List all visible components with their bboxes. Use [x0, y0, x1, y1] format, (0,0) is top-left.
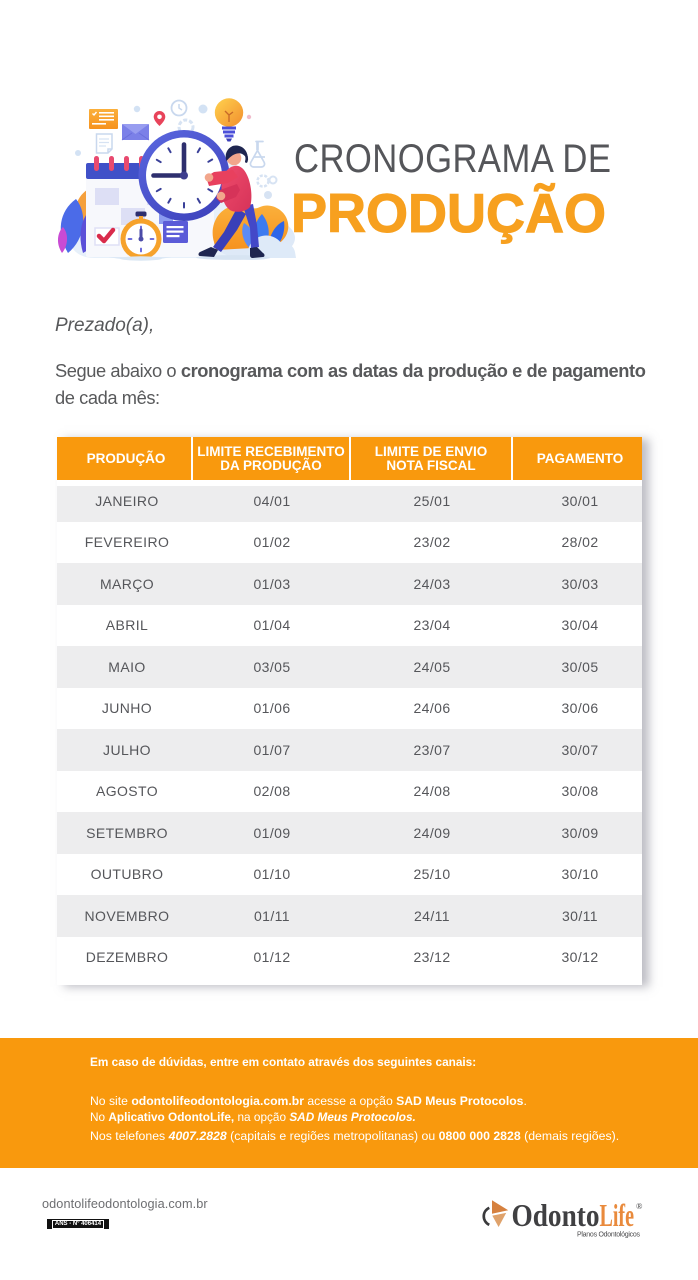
svg-text:Odonto: Odonto — [512, 1197, 600, 1233]
svg-text:Life: Life — [600, 1197, 635, 1233]
svg-text:Planos Odontológicos: Planos Odontológicos — [577, 1232, 641, 1239]
svg-text:®: ® — [636, 1201, 643, 1211]
